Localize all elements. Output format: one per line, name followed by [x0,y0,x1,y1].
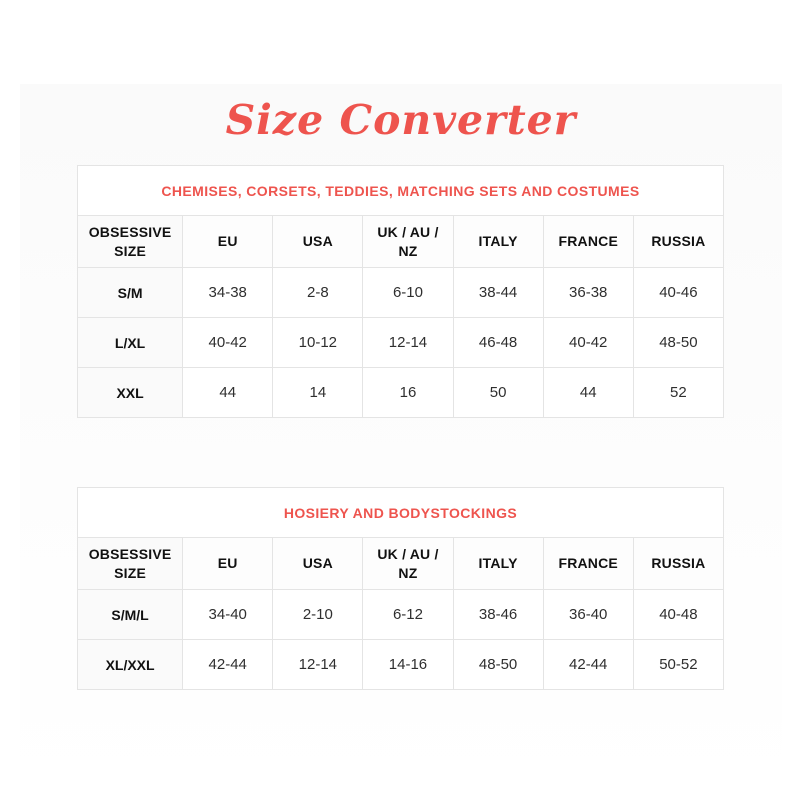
column-header-row: OBSESSIVE SIZE EU USA UK / AU / NZ ITALY… [76,215,725,268]
column-header-uk-au-nz: UK / AU / NZ [362,215,454,268]
table-row: S/M/L 34-40 2-10 6-12 38-46 36-40 40-48 [76,589,725,640]
table-caption: HOSIERY AND BODYSTOCKINGS [77,487,724,538]
size-cell: 50 [452,367,544,418]
row-size-label: L/XL [76,317,184,368]
size-cell: 52 [632,367,725,418]
column-header-france: FRANCE [542,537,634,590]
size-cell: 38-44 [452,267,544,318]
column-header-france: FRANCE [542,215,634,268]
column-header-italy: ITALY [452,537,544,590]
column-header-uk-au-nz: UK / AU / NZ [362,537,454,590]
column-header-row: OBSESSIVE SIZE EU USA UK / AU / NZ ITALY… [76,537,725,590]
size-cell: 48-50 [452,639,544,690]
size-cell: 12-14 [362,317,454,368]
size-table-chemises: CHEMISES, CORSETS, TEDDIES, MATCHING SET… [76,165,725,418]
size-cell: 44 [182,367,274,418]
size-cell: 10-12 [272,317,364,368]
row-size-label: XXL [76,367,184,418]
column-header-eu: EU [182,537,274,590]
size-cell: 6-12 [362,589,454,640]
size-cell: 36-40 [542,589,634,640]
column-header-russia: RUSSIA [632,215,725,268]
size-table-hosiery: HOSIERY AND BODYSTOCKINGS OBSESSIVE SIZE… [76,487,725,690]
row-size-label: XL/XXL [76,639,184,690]
column-header-eu: EU [182,215,274,268]
column-header-obsessive-size: OBSESSIVE SIZE [76,537,184,590]
content-card: Size Converter CHEMISES, CORSETS, TEDDIE… [20,84,782,800]
size-cell: 42-44 [182,639,274,690]
row-size-label: S/M [76,267,184,318]
size-table-hosiery-wrap: HOSIERY AND BODYSTOCKINGS OBSESSIVE SIZE… [76,487,725,690]
size-cell: 34-40 [182,589,274,640]
size-table-chemises-wrap: CHEMISES, CORSETS, TEDDIES, MATCHING SET… [76,165,725,418]
size-cell: 48-50 [632,317,725,368]
table-row: L/XL 40-42 10-12 12-14 46-48 40-42 48-50 [76,317,725,368]
size-cell: 16 [362,367,454,418]
size-cell: 38-46 [452,589,544,640]
size-cell: 14-16 [362,639,454,690]
size-cell: 6-10 [362,267,454,318]
column-header-usa: USA [272,215,364,268]
table-caption: CHEMISES, CORSETS, TEDDIES, MATCHING SET… [77,165,724,216]
size-cell: 40-42 [542,317,634,368]
row-size-label: S/M/L [76,589,184,640]
table-row: XXL 44 14 16 50 44 52 [76,367,725,418]
size-cell: 40-46 [632,267,725,318]
column-header-italy: ITALY [452,215,544,268]
size-cell: 14 [272,367,364,418]
size-cell: 50-52 [632,639,725,690]
size-cell: 42-44 [542,639,634,690]
column-header-usa: USA [272,537,364,590]
size-cell: 36-38 [542,267,634,318]
size-cell: 2-8 [272,267,364,318]
column-header-russia: RUSSIA [632,537,725,590]
size-cell: 40-42 [182,317,274,368]
page-title: Size Converter [225,96,577,144]
size-cell: 2-10 [272,589,364,640]
size-cell: 40-48 [632,589,725,640]
table-row: XL/XXL 42-44 12-14 14-16 48-50 42-44 50-… [76,639,725,690]
size-cell: 46-48 [452,317,544,368]
column-header-obsessive-size: OBSESSIVE SIZE [76,215,184,268]
size-cell: 12-14 [272,639,364,690]
size-cell: 34-38 [182,267,274,318]
table-row: S/M 34-38 2-8 6-10 38-44 36-38 40-46 [76,267,725,318]
size-cell: 44 [542,367,634,418]
